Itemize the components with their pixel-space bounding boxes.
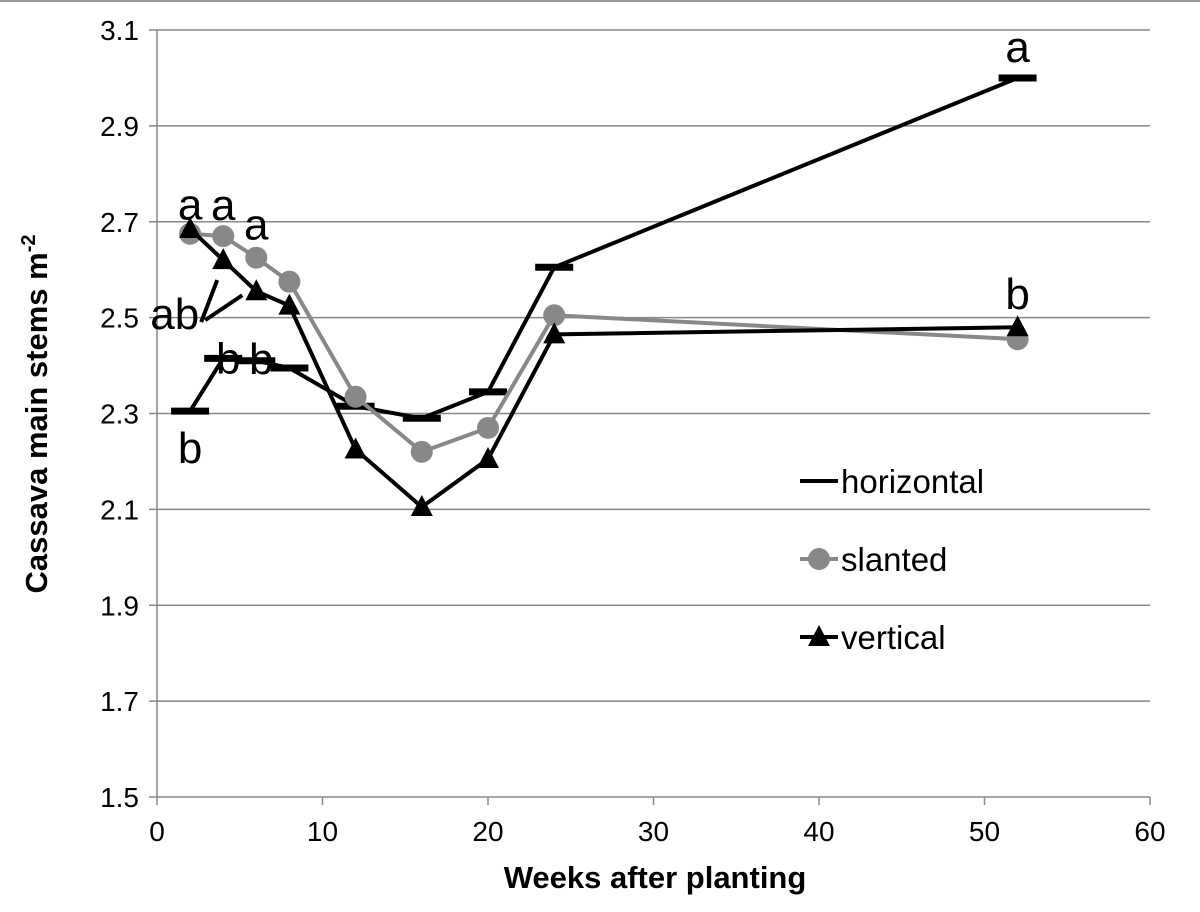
y-axis-title-superscript: -2	[18, 235, 40, 253]
data-point-vertical	[212, 248, 235, 270]
x-tick-label: 60	[1134, 816, 1165, 847]
data-point-vertical	[278, 293, 301, 315]
series	[171, 74, 1037, 516]
annotation-leader-line	[199, 279, 220, 323]
x-axis-title: Weeks after planting	[504, 860, 807, 895]
data-point-slanted	[212, 225, 235, 248]
significance-label: ab	[150, 290, 199, 339]
legend: horizontal slanted vertical	[800, 463, 984, 656]
data-point-slanted	[410, 440, 433, 463]
legend-label-slanted: slanted	[841, 541, 947, 578]
data-point-vertical	[1006, 315, 1029, 337]
x-tick-label: 30	[638, 816, 669, 847]
y-axis-title: Cassava main stems m-2	[18, 235, 54, 594]
data-point-slanted	[245, 246, 268, 269]
y-tick-label: 1.9	[100, 590, 139, 621]
significance-label: a	[244, 201, 269, 250]
legend-label-vertical: vertical	[841, 619, 946, 656]
significance-label: b	[1005, 270, 1029, 319]
significance-label: a	[211, 181, 236, 230]
data-point-vertical	[477, 447, 499, 469]
axes: 1.5 1.7 1.9 2.1 2.3 2.5 2.7 2.9 3.1 0 10 20 30 40 50 60	[100, 15, 1166, 847]
x-tick-label: 10	[307, 816, 338, 847]
data-point-vertical	[344, 437, 367, 459]
significance-label: b	[178, 424, 202, 473]
legend-marker-slanted	[808, 548, 830, 570]
data-point-slanted	[477, 416, 499, 439]
y-tick-label: 2.3	[100, 399, 139, 430]
data-point-slanted	[344, 385, 367, 408]
data-point-vertical	[543, 322, 566, 344]
y-tick-label: 2.7	[100, 207, 139, 238]
legend-label-horizontal: horizontal	[841, 463, 984, 500]
y-tick-label: 1.5	[100, 782, 139, 813]
legend-marker-vertical	[808, 625, 830, 646]
y-axis-title-main: Cassava main stems m	[19, 252, 54, 593]
y-tick-label: 2.1	[100, 494, 139, 525]
data-point-vertical	[245, 279, 268, 301]
x-tick-label: 20	[472, 816, 503, 847]
y-tick-label: 2.9	[100, 111, 139, 142]
significance-label: a	[178, 181, 203, 230]
annotation-leader-line	[204, 293, 244, 322]
significance-label: b	[216, 334, 240, 383]
data-point-slanted	[543, 304, 566, 327]
gridlines	[157, 29, 1150, 702]
y-tick-label: 2.5	[100, 303, 139, 334]
data-point-slanted	[278, 270, 301, 293]
data-point-vertical	[410, 494, 433, 516]
y-tick-label: 3.1	[100, 15, 139, 46]
x-tick-label: 0	[149, 816, 165, 847]
x-tick-label: 40	[803, 816, 834, 847]
data-point-vertical	[179, 216, 202, 238]
y-tick-label: 1.7	[100, 686, 139, 717]
x-tick-label: 50	[969, 816, 1000, 847]
significance-label: a	[1005, 23, 1030, 72]
significance-label: b	[249, 335, 273, 384]
